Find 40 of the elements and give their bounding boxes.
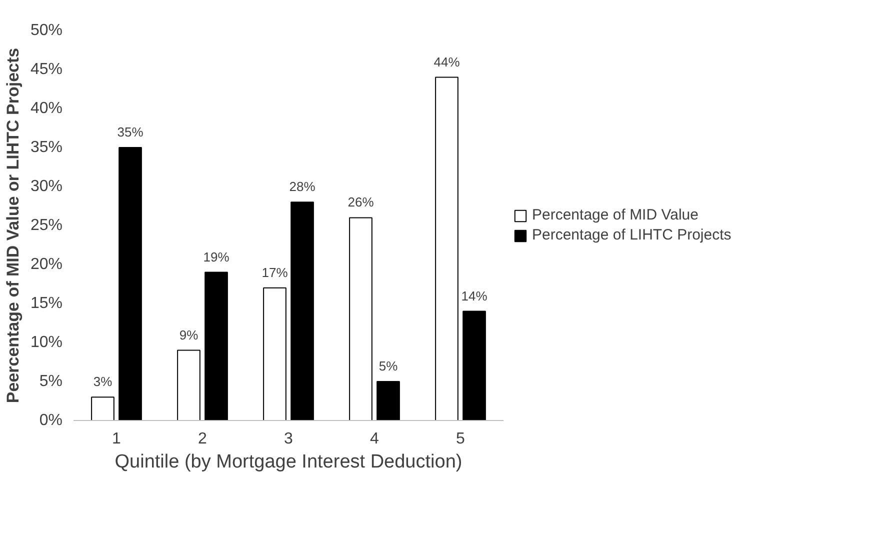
data-label: 19% [203,249,230,264]
bar [462,310,486,420]
bar [91,396,114,420]
data-label: 17% [262,264,288,280]
legend-label: Percentage of MID Value [532,206,698,224]
y-tick-label: 20% [30,256,63,273]
data-label: 5% [378,358,398,374]
bar [435,76,458,420]
x-tick-label: 4 [370,430,380,448]
x-tick-label: 1 [112,430,122,448]
y-axis-title: Peercentage of MID Value or LIHTC Projects [3,48,22,404]
y-tick-label: 35% [30,139,63,156]
data-label: 3% [93,374,113,390]
y-tick-label: 45% [30,61,63,78]
y-tick-label: 25% [30,217,63,234]
bar [118,147,142,420]
bar [177,350,200,420]
data-label: 35% [117,124,144,140]
y-tick-label: 0% [39,412,62,429]
bar [376,381,400,420]
y-tick-label: 5% [39,373,62,390]
y-tick-label: 15% [30,295,63,312]
y-tick-label: 50% [30,22,63,39]
bar [204,272,228,420]
data-label: 26% [348,194,374,210]
data-label: 14% [461,288,488,304]
data-label: 28% [289,179,316,194]
x-tick-label: 2 [198,430,208,448]
y-tick-label: 10% [30,334,63,351]
bar [349,217,372,420]
data-label: 44% [434,54,460,70]
bar [263,287,286,420]
y-tick-label: 30% [30,178,63,195]
bar [290,202,314,420]
legend-label: Percentage of LIHTC Projects [532,226,732,244]
x-axis-title: Quintile (by Mortgage Interest Deduction) [114,452,462,472]
data-label: 9% [179,327,199,342]
x-tick-label: 5 [456,430,466,448]
y-tick-label: 40% [30,100,63,117]
x-tick-label: 3 [284,430,294,448]
